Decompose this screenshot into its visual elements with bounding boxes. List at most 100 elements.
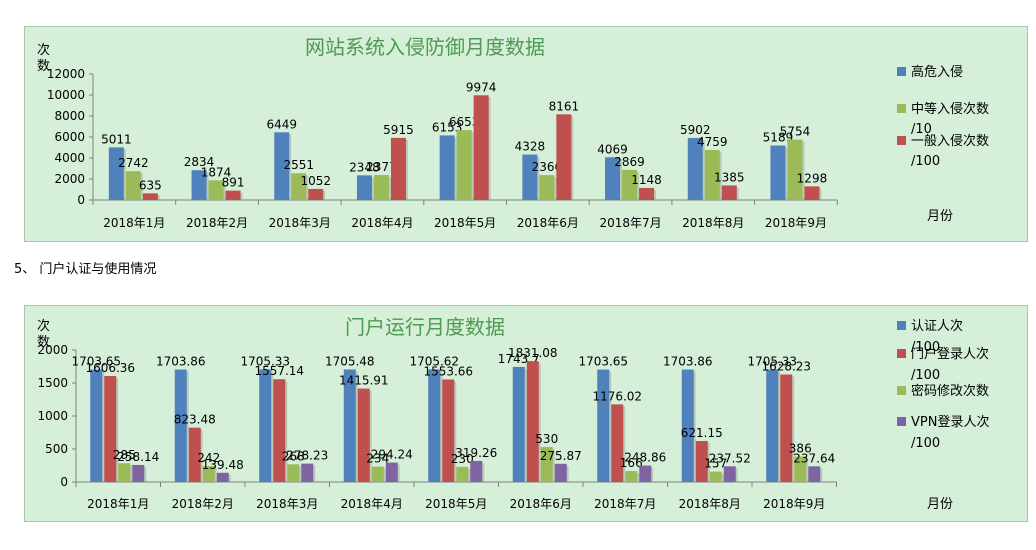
- legend-swatch: [897, 417, 906, 426]
- bar: [709, 471, 722, 482]
- bar: [343, 369, 356, 482]
- y-tick-label: 1000: [37, 409, 68, 423]
- bar: [373, 175, 389, 200]
- bar: [704, 150, 720, 200]
- bar: [522, 154, 538, 200]
- data-label: 621.15: [681, 426, 723, 440]
- bar: [191, 170, 207, 200]
- bar: [442, 379, 455, 482]
- data-label: 6153: [432, 120, 463, 134]
- data-label: 1557.14: [254, 364, 304, 378]
- x-tick-label: 2018年6月: [510, 497, 572, 511]
- x-tick-label: 2018年7月: [599, 216, 661, 230]
- x-tick-label: 2018年3月: [256, 497, 318, 511]
- legend-swatch: [897, 104, 906, 113]
- x-tick-label: 2018年7月: [594, 497, 656, 511]
- data-label: 2366: [532, 160, 563, 174]
- bar: [132, 464, 145, 482]
- data-label: 891: [222, 176, 245, 190]
- legend-label: /100: [911, 340, 940, 355]
- bar: [208, 180, 224, 200]
- data-label: 4328: [515, 140, 546, 154]
- bar: [512, 366, 525, 482]
- data-label: 2869: [614, 155, 645, 169]
- data-label: 294.24: [371, 448, 413, 462]
- bar: [225, 190, 241, 200]
- legend-label: /10: [911, 122, 932, 137]
- data-label: 2551: [283, 158, 314, 172]
- legend-swatch: [897, 386, 906, 395]
- data-label: 234: [366, 452, 389, 466]
- data-label: 1703.65: [71, 355, 121, 369]
- bar: [456, 466, 469, 482]
- data-label: 278.23: [286, 449, 328, 463]
- data-label: 1385: [714, 170, 745, 184]
- legend-label: 密码修改次数: [911, 383, 989, 399]
- x-tick-label: 2018年1月: [103, 216, 165, 230]
- bar: [357, 388, 370, 482]
- data-label: 2377: [366, 160, 397, 174]
- data-label: 8161: [549, 99, 580, 113]
- data-label: 4069: [597, 142, 628, 156]
- legend-swatch: [897, 67, 906, 76]
- bar: [390, 137, 406, 200]
- legend-label: 一般入侵次数: [911, 133, 989, 149]
- bar: [639, 465, 652, 482]
- data-label: 635: [139, 178, 162, 192]
- bar: [125, 171, 141, 200]
- y-tick-label: 10000: [47, 88, 85, 102]
- y-tick-label: 2000: [54, 172, 85, 186]
- data-label: 319.26: [455, 446, 497, 460]
- data-label: 1176.02: [592, 389, 642, 403]
- legend-label: VPN登录人次: [911, 414, 989, 430]
- bar: [681, 369, 694, 482]
- chart-title: 门户运行月度数据: [345, 315, 505, 339]
- legend-label: 中等入侵次数: [911, 101, 989, 117]
- data-label: 1148: [631, 173, 662, 187]
- data-label: 2348: [349, 160, 380, 174]
- y-axis-label: 数: [37, 335, 50, 350]
- data-label: 237.52: [709, 451, 751, 465]
- bar: [287, 464, 300, 482]
- bar: [723, 466, 736, 482]
- legend-label: /100: [911, 154, 940, 169]
- bar: [371, 466, 384, 482]
- bar: [174, 369, 187, 482]
- data-label: 166: [620, 456, 643, 470]
- data-label: 258.14: [117, 450, 159, 464]
- bar: [611, 404, 624, 482]
- x-tick-label: 2018年2月: [186, 216, 248, 230]
- bar: [539, 175, 555, 200]
- bar: [639, 187, 655, 200]
- data-label: 5754: [780, 125, 811, 139]
- bar: [787, 139, 803, 200]
- bar: [301, 463, 314, 482]
- intrusion-chart-panel: 网站系统入侵防御月度数据 次数月份 0 2000 4000 6000 8000 10000 12…: [24, 26, 1028, 242]
- bar: [308, 188, 324, 200]
- bar: [142, 193, 158, 200]
- data-label: 285: [113, 448, 136, 462]
- data-label: 139.48: [202, 458, 244, 472]
- bar: [108, 147, 124, 200]
- bar: [118, 463, 131, 482]
- bar: [794, 456, 807, 482]
- data-label: 157: [704, 457, 727, 471]
- y-tick-label: 500: [45, 442, 68, 456]
- data-label: 1705.33: [240, 354, 290, 368]
- data-label: 1705.33: [747, 354, 797, 368]
- y-tick-label: 0: [60, 475, 68, 489]
- legend-label: 门户登录人次: [911, 346, 989, 362]
- legend-label: /100: [911, 436, 940, 451]
- data-label: 1705.48: [325, 354, 375, 368]
- bar: [808, 466, 821, 482]
- legend-swatch: [897, 136, 906, 145]
- bar: [625, 471, 638, 482]
- data-label: 1628.23: [761, 360, 811, 374]
- legend-label: /100: [911, 368, 940, 383]
- legend-label: 认证人次: [911, 318, 963, 334]
- data-label: 1553.66: [423, 364, 473, 378]
- bar: [766, 369, 779, 482]
- bar: [605, 157, 621, 200]
